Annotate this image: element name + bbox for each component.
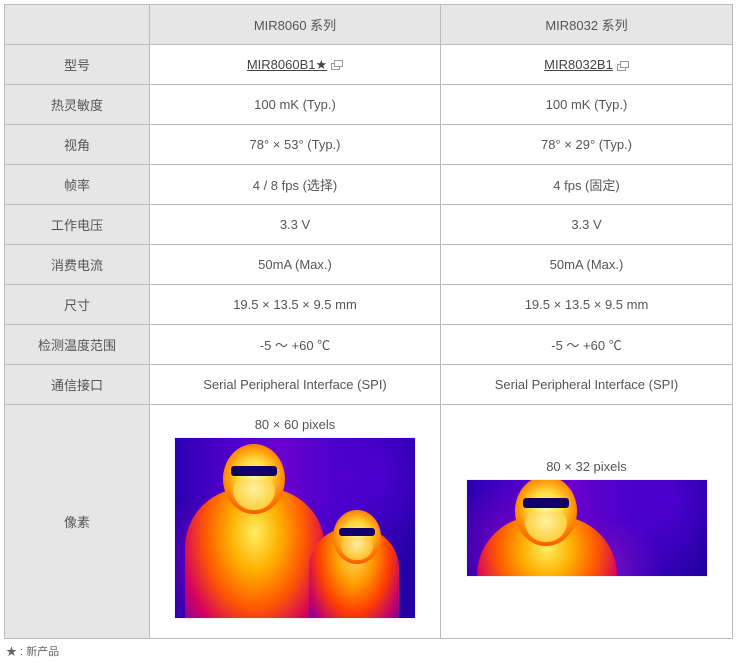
header-blank [5, 5, 150, 45]
cell: 3.3 V [441, 205, 733, 245]
row-label: 型号 [5, 45, 150, 85]
row-label: 尺寸 [5, 285, 150, 325]
row-temp: 检测温度范围 -5 ～ +60 ℃ -5 ～ +60 ℃ [5, 325, 733, 365]
cell: 100 mK (Typ.) [441, 85, 733, 125]
row-pixels: 像素 80 × 60 pixels 80 × 32 pixels [5, 405, 733, 639]
row-fps: 帧率 4 / 8 fps (选择) 4 fps (固定) [5, 165, 733, 205]
cell: 50mA (Max.) [441, 245, 733, 285]
row-label: 视角 [5, 125, 150, 165]
row-current: 消费电流 50mA (Max.) 50mA (Max.) [5, 245, 733, 285]
header-col2: MIR8032 系列 [441, 5, 733, 45]
pixels-label-1: 80 × 60 pixels [156, 417, 434, 432]
row-label: 像素 [5, 405, 150, 639]
row-model: 型号 MIR8060B1★ MIR8032B1 [5, 45, 733, 85]
cell: -5 ～ +60 ℃ [441, 325, 733, 365]
cell: Serial Peripheral Interface (SPI) [150, 365, 441, 405]
model-link-2[interactable]: MIR8032B1 [544, 57, 613, 72]
thermal-image-80x60 [175, 438, 415, 618]
cell: 3.3 V [150, 205, 441, 245]
cell: 50mA (Max.) [150, 245, 441, 285]
new-window-icon [617, 61, 629, 71]
header-col1: MIR8060 系列 [150, 5, 441, 45]
row-label: 工作电压 [5, 205, 150, 245]
row-label: 帧率 [5, 165, 150, 205]
cell: 4 / 8 fps (选择) [150, 165, 441, 205]
new-window-icon [331, 60, 343, 70]
cell-model-1: MIR8060B1★ [150, 45, 441, 85]
row-label: 消费电流 [5, 245, 150, 285]
row-iface: 通信接口 Serial Peripheral Interface (SPI) S… [5, 365, 733, 405]
row-label: 热灵敏度 [5, 85, 150, 125]
spec-table: MIR8060 系列 MIR8032 系列 型号 MIR8060B1★ MIR8… [4, 4, 733, 639]
row-fov: 视角 78° × 53° (Typ.) 78° × 29° (Typ.) [5, 125, 733, 165]
header-row: MIR8060 系列 MIR8032 系列 [5, 5, 733, 45]
row-size: 尺寸 19.5 × 13.5 × 9.5 mm 19.5 × 13.5 × 9.… [5, 285, 733, 325]
cell-pixels-2: 80 × 32 pixels [441, 405, 733, 639]
row-voltage: 工作电压 3.3 V 3.3 V [5, 205, 733, 245]
cell: Serial Peripheral Interface (SPI) [441, 365, 733, 405]
cell: 19.5 × 13.5 × 9.5 mm [441, 285, 733, 325]
pixels-label-2: 80 × 32 pixels [447, 459, 726, 474]
row-sensitivity: 热灵敏度 100 mK (Typ.) 100 mK (Typ.) [5, 85, 733, 125]
cell-pixels-1: 80 × 60 pixels [150, 405, 441, 639]
cell: 100 mK (Typ.) [150, 85, 441, 125]
footnote: ★ : 新产品 [4, 643, 732, 659]
cell: -5 ～ +60 ℃ [150, 325, 441, 365]
cell-model-2: MIR8032B1 [441, 45, 733, 85]
cell: 78° × 53° (Typ.) [150, 125, 441, 165]
cell: 78° × 29° (Typ.) [441, 125, 733, 165]
row-label: 通信接口 [5, 365, 150, 405]
cell: 19.5 × 13.5 × 9.5 mm [150, 285, 441, 325]
row-label: 检测温度范围 [5, 325, 150, 365]
model-link-1[interactable]: MIR8060B1★ [247, 57, 327, 72]
thermal-image-80x32 [467, 480, 707, 576]
cell: 4 fps (固定) [441, 165, 733, 205]
